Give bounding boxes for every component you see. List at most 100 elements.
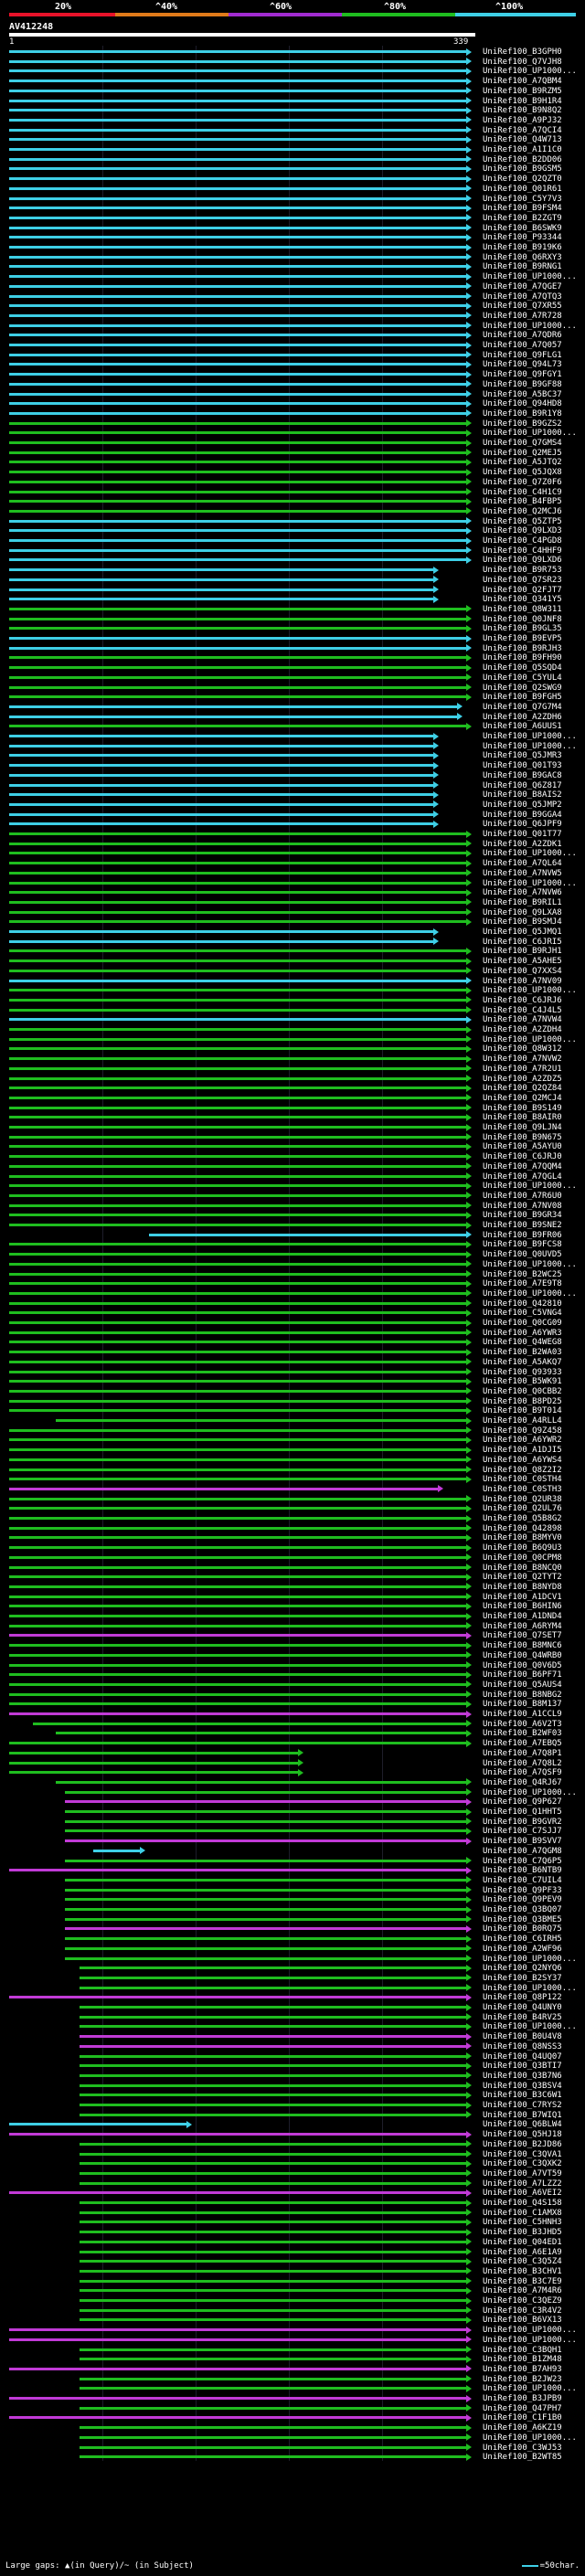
hit-label[interactable]: UniRef100_B9R753 <box>483 566 562 576</box>
hit-label[interactable]: UniRef100_A2ZDK1 <box>483 839 562 849</box>
hit-label[interactable]: UniRef100_Q94L73 <box>483 360 562 370</box>
hit-label[interactable]: UniRef100_Q5SQD4 <box>483 663 562 673</box>
hit-label[interactable]: UniRef100_UP1000... <box>483 67 577 77</box>
hit-label[interactable]: UniRef100_Q5B8G2 <box>483 1514 562 1523</box>
hit-bar[interactable] <box>9 969 466 972</box>
hit-label[interactable]: UniRef100_A7QL64 <box>483 859 562 869</box>
hit-bar[interactable] <box>79 2064 466 2068</box>
hit-bar[interactable] <box>79 2289 466 2293</box>
hit-bar[interactable] <box>79 2006 466 2009</box>
hit-label[interactable]: UniRef100_B4FBP5 <box>483 497 562 507</box>
hit-label[interactable]: UniRef100_Q4UQ07 <box>483 2051 562 2062</box>
hit-bar[interactable] <box>9 1341 466 1344</box>
hit-label[interactable]: UniRef100_A7NV08 <box>483 1201 562 1211</box>
hit-bar[interactable] <box>9 656 466 660</box>
hit-label[interactable]: UniRef100_A6RYM4 <box>483 1621 562 1631</box>
hit-label[interactable]: UniRef100_Q94HD8 <box>483 399 562 409</box>
hit-label[interactable]: UniRef100_A6UUS1 <box>483 722 562 732</box>
hit-label[interactable]: UniRef100_Q6RXY3 <box>483 252 562 262</box>
hit-bar[interactable] <box>9 1673 466 1677</box>
hit-label[interactable]: UniRef100_C6JRJ6 <box>483 995 562 1005</box>
hit-bar[interactable] <box>9 363 466 366</box>
hit-label[interactable]: UniRef100_Q3BQ07 <box>483 1905 562 1914</box>
hit-label[interactable]: UniRef100_Q47PH7 <box>483 2403 562 2413</box>
hit-bar[interactable] <box>9 1145 466 1149</box>
hit-bar[interactable] <box>9 1653 466 1657</box>
hit-label[interactable]: UniRef100_B2WT85 <box>483 2453 562 2463</box>
hit-label[interactable]: UniRef100_A2ZDZ5 <box>483 1074 562 1084</box>
hit-label[interactable]: UniRef100_B2SY37 <box>483 1973 562 1983</box>
hit-label[interactable]: UniRef100_A7Q057 <box>483 341 562 350</box>
hit-label[interactable]: UniRef100_Q2UR38 <box>483 1494 562 1504</box>
hit-bar[interactable] <box>9 421 466 425</box>
hit-bar[interactable] <box>9 186 466 190</box>
hit-bar[interactable] <box>9 1869 466 1872</box>
hit-bar[interactable] <box>9 1458 466 1461</box>
hit-bar[interactable] <box>65 1859 466 1862</box>
hit-label[interactable]: UniRef100_A7Q8P1 <box>483 1748 562 1758</box>
hit-bar[interactable] <box>9 207 466 210</box>
hit-bar[interactable] <box>65 1819 466 1823</box>
hit-bar[interactable] <box>79 2083 466 2087</box>
hit-label[interactable]: UniRef100_C7UIL4 <box>483 1875 562 1885</box>
hit-bar[interactable] <box>9 1692 466 1696</box>
hit-label[interactable]: UniRef100_B9N8Q2 <box>483 106 562 116</box>
hit-label[interactable]: UniRef100_B9RJH3 <box>483 643 562 653</box>
hit-label[interactable]: UniRef100_Q0V6D5 <box>483 1660 562 1670</box>
hit-bar[interactable] <box>9 519 466 523</box>
hit-label[interactable]: UniRef100_B8NCQ0 <box>483 1563 562 1573</box>
hit-label[interactable]: UniRef100_B0RQ75 <box>483 1924 562 1935</box>
hit-label[interactable]: UniRef100_B3C7E9 <box>483 2276 562 2286</box>
hit-bar[interactable] <box>9 236 466 239</box>
hit-label[interactable]: UniRef100_B9H1R4 <box>483 96 562 106</box>
hit-label[interactable]: UniRef100_Q8NSS3 <box>483 2041 562 2051</box>
hit-label[interactable]: UniRef100_B7AH93 <box>483 2364 562 2374</box>
hit-bar[interactable] <box>9 2397 466 2400</box>
hit-label[interactable]: UniRef100_Q9LXD6 <box>483 556 562 566</box>
hit-label[interactable]: UniRef100_B9RIL1 <box>483 897 562 907</box>
hit-bar[interactable] <box>9 1742 466 1745</box>
hit-bar[interactable] <box>9 558 466 562</box>
hit-bar[interactable] <box>9 313 466 317</box>
hit-bar[interactable] <box>79 2094 466 2097</box>
hit-label[interactable]: UniRef100_A2ZDH6 <box>483 712 562 722</box>
hit-label[interactable]: UniRef100_B3JHD5 <box>483 2228 562 2238</box>
hit-bar[interactable] <box>9 1555 466 1559</box>
hit-bar[interactable] <box>65 1937 466 1941</box>
hit-label[interactable]: UniRef100_A5AHE5 <box>483 957 562 967</box>
hit-bar[interactable] <box>79 2308 466 2312</box>
hit-bar[interactable] <box>65 1908 466 1911</box>
hit-bar[interactable] <box>9 509 466 513</box>
hit-bar[interactable] <box>9 1771 299 1775</box>
hit-label[interactable]: UniRef100_Q01T77 <box>483 830 562 839</box>
hit-label[interactable]: UniRef100_B9GZS2 <box>483 419 562 429</box>
hit-bar[interactable] <box>79 2299 466 2302</box>
hit-bar[interactable] <box>9 2416 466 2420</box>
hit-bar[interactable] <box>9 2123 186 2126</box>
hit-bar[interactable] <box>9 1546 466 1550</box>
hit-bar[interactable] <box>79 2201 466 2204</box>
hit-bar[interactable] <box>9 1996 466 1999</box>
hit-bar[interactable] <box>9 1193 466 1197</box>
hit-label[interactable]: UniRef100_Q7XXS4 <box>483 966 562 976</box>
hit-bar[interactable] <box>9 1702 466 1706</box>
hit-label[interactable]: UniRef100_A6YWR3 <box>483 1328 562 1338</box>
hit-bar[interactable] <box>9 344 466 346</box>
hit-bar[interactable] <box>79 2181 466 2185</box>
hit-bar[interactable] <box>9 353 466 356</box>
hit-bar[interactable] <box>79 2054 466 2058</box>
hit-bar[interactable] <box>9 1184 466 1188</box>
hit-bar[interactable] <box>9 50 466 53</box>
hit-label[interactable]: UniRef100_Q7XR55 <box>483 302 562 312</box>
hit-label[interactable]: UniRef100_B9GR34 <box>483 1211 562 1221</box>
hit-bar[interactable] <box>9 1106 466 1109</box>
hit-bar[interactable] <box>56 1732 466 1735</box>
hit-bar[interactable] <box>65 1878 466 1882</box>
hit-label[interactable]: UniRef100_Q0CPM8 <box>483 1553 562 1563</box>
hit-bar[interactable] <box>9 1164 466 1168</box>
hit-label[interactable]: UniRef100_Q8Z2I2 <box>483 1465 562 1475</box>
hit-label[interactable]: UniRef100_A7QQM4 <box>483 1161 562 1171</box>
hit-bar[interactable] <box>9 930 434 933</box>
hit-bar[interactable] <box>9 989 466 992</box>
hit-bar[interactable] <box>9 1311 466 1315</box>
